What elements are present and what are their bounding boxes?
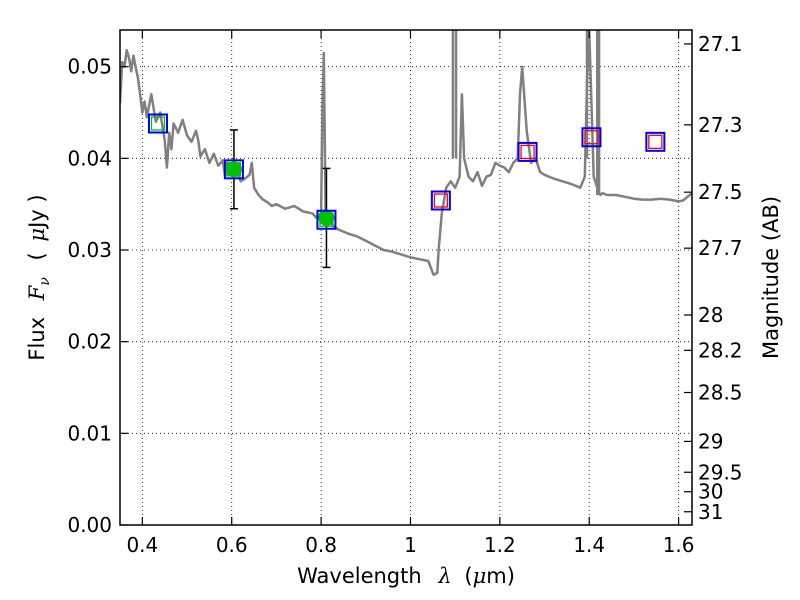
y2-tick-label: 28.5 bbox=[698, 381, 743, 405]
model-square-inner bbox=[520, 144, 535, 160]
measured-flux-point bbox=[225, 161, 242, 178]
axis-ticks: 0.4 0.6 0.8 1 1.2 1.4 1.6 0.00 0.01 0.02 0.03 0.04 0… bbox=[67, 30, 743, 557]
model-square-outer bbox=[223, 159, 244, 180]
x-tick-label: 0.4 bbox=[126, 533, 158, 557]
model-square-inner bbox=[319, 212, 334, 227]
y2-tick-label: 31 bbox=[698, 500, 723, 524]
photometry-points bbox=[147, 113, 666, 269]
model-square-outer bbox=[645, 131, 666, 152]
y-tick-label: 0.00 bbox=[67, 513, 112, 537]
y2-tick-label: 30 bbox=[698, 480, 723, 504]
plot-frame bbox=[119, 29, 693, 526]
y2-tick-label: 28.2 bbox=[698, 338, 743, 362]
grid-lines bbox=[120, 30, 692, 526]
x-tick-label: 1.2 bbox=[484, 533, 516, 557]
model-square-outer bbox=[316, 209, 337, 230]
y-tick-label: 0.02 bbox=[67, 330, 112, 354]
y-tick-label: 0.03 bbox=[67, 238, 112, 262]
model-square-outer bbox=[517, 141, 538, 162]
y2-tick-label: 27.3 bbox=[698, 113, 743, 137]
y-tick-label: 0.01 bbox=[67, 421, 112, 445]
y-axis-label: Flux Fν ( μJy ) bbox=[25, 194, 54, 360]
model-square-outer bbox=[581, 127, 602, 148]
model-square-inner bbox=[584, 130, 599, 145]
x-tick-label: 1.4 bbox=[573, 533, 605, 557]
x-tick-label: 1 bbox=[404, 533, 417, 557]
x-tick-label: 0.6 bbox=[216, 533, 248, 557]
x-tick-label: 1.6 bbox=[663, 533, 695, 557]
y2-axis-label: Magnitude (AB) bbox=[759, 196, 783, 359]
y2-tick-label: 27.7 bbox=[698, 236, 743, 260]
model-square-inner bbox=[433, 193, 449, 208]
model-square-inner bbox=[648, 134, 663, 149]
model-square-inner bbox=[150, 116, 166, 131]
y-tick-label: 0.04 bbox=[67, 146, 112, 170]
y-tick-label: 0.05 bbox=[67, 55, 112, 79]
y2-tick-label: 27.1 bbox=[698, 32, 743, 56]
x-tick-label: 0.8 bbox=[305, 533, 337, 557]
y2-tick-label: 27.5 bbox=[698, 180, 743, 204]
y2-tick-label: 29.5 bbox=[698, 460, 743, 484]
model-square-inner bbox=[226, 162, 242, 177]
y2-tick-label: 29 bbox=[698, 429, 723, 453]
spectrum-line-group bbox=[120, 30, 692, 277]
y2-tick-label: 28 bbox=[698, 303, 723, 327]
spectrum-line bbox=[120, 30, 692, 277]
model-square-outer bbox=[430, 190, 451, 211]
measured-flux-point bbox=[318, 209, 335, 226]
model-square-outer bbox=[147, 113, 168, 134]
x-axis-label: Wavelength λ (μm) bbox=[297, 564, 515, 588]
